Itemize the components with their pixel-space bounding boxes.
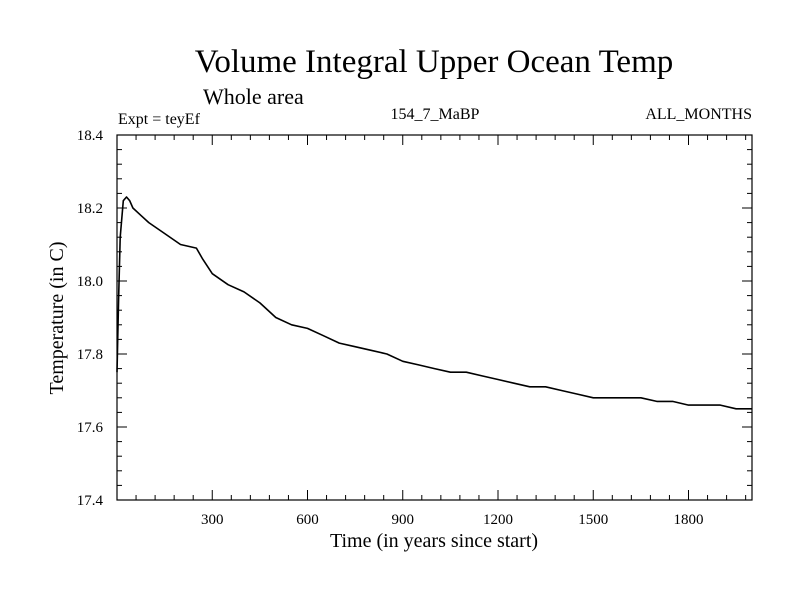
x-tick-label: 300 <box>201 512 224 528</box>
series-layer <box>116 196 752 410</box>
y-tick-label: 18.4 <box>77 128 104 144</box>
plot-frame <box>116 134 753 501</box>
x-tick-label: 1800 <box>674 512 704 528</box>
experiment-label: Expt = teyEf <box>118 111 201 128</box>
y-tick-label: 17.6 <box>77 420 104 436</box>
x-axis-label: Time (in years since start) <box>330 530 538 552</box>
y-tick-label: 17.8 <box>77 347 103 363</box>
y-tick-label: 17.4 <box>77 493 104 509</box>
y-tick-label: 18.2 <box>77 201 103 217</box>
y-tick-label: 18.0 <box>77 274 103 290</box>
x-tick-label: 600 <box>296 512 319 528</box>
x-tick-label: 900 <box>392 512 415 528</box>
x-tick-label: 1500 <box>578 512 608 528</box>
series-line <box>116 196 752 410</box>
chart-subtitle: Whole area <box>203 84 304 109</box>
run-label: 154_7_MaBP <box>391 106 480 123</box>
chart-title: Volume Integral Upper Ocean Temp <box>195 44 673 80</box>
y-axis-ticks: 17.4 17.6 17.8 18.0 18.2 18.4 <box>77 128 752 509</box>
y-axis-label: Temperature (in C) <box>46 242 68 395</box>
x-tick-label: 1200 <box>483 512 513 528</box>
x-axis-ticks: 300 600 900 1200 1500 1800 <box>135 135 747 528</box>
months-label: ALL_MONTHS <box>645 106 752 123</box>
